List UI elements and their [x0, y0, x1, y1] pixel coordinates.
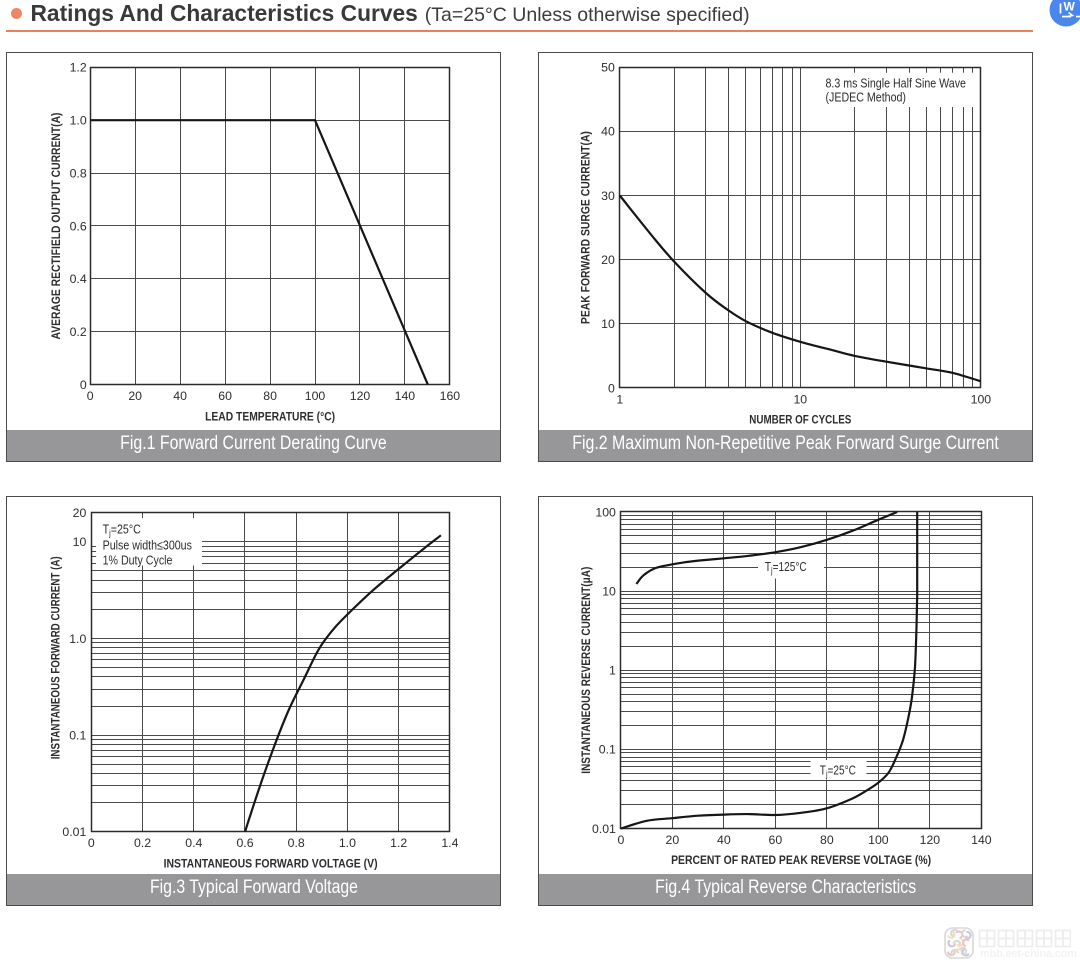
- svg-text:20: 20: [601, 253, 615, 267]
- svg-text:60: 60: [769, 832, 783, 846]
- svg-text:10: 10: [601, 317, 615, 331]
- svg-text:INSTANTANEOUS FORWARD VOLTAGE: INSTANTANEOUS FORWARD VOLTAGE (V): [164, 856, 378, 870]
- svg-text:20: 20: [73, 506, 87, 520]
- svg-text:0.2: 0.2: [70, 325, 87, 339]
- svg-text:120: 120: [350, 389, 371, 403]
- svg-text:0.01: 0.01: [592, 821, 616, 835]
- svg-text:50: 50: [601, 61, 615, 75]
- svg-text:INSTANTANEOUS REVERSE CURRENT(: INSTANTANEOUS REVERSE CURRENT(μA): [579, 566, 593, 773]
- svg-text:0: 0: [88, 836, 95, 850]
- svg-text:30: 30: [601, 189, 615, 203]
- svg-text:120: 120: [920, 832, 941, 846]
- svg-text:0.1: 0.1: [69, 728, 86, 742]
- svg-text:60: 60: [218, 389, 232, 403]
- svg-text:LEAD TEMPERATURE (°C): LEAD TEMPERATURE (°C): [205, 409, 335, 423]
- svg-text:1.2: 1.2: [390, 836, 407, 850]
- svg-text:0.8: 0.8: [70, 166, 87, 180]
- svg-text:Pulse width≤300us: Pulse width≤300us: [103, 537, 192, 552]
- svg-text:1.2: 1.2: [70, 61, 87, 75]
- svg-text:0: 0: [80, 378, 87, 392]
- svg-text:140: 140: [971, 832, 992, 846]
- svg-text:40: 40: [173, 389, 187, 403]
- svg-text:Tj=25°C: Tj=25°C: [820, 764, 856, 779]
- svg-text:W: W: [1064, 0, 1076, 14]
- svg-text:0.8: 0.8: [288, 836, 305, 850]
- svg-text:80: 80: [263, 389, 277, 403]
- svg-text:1.4: 1.4: [441, 836, 458, 850]
- svg-text:0.4: 0.4: [185, 836, 202, 850]
- svg-text:40: 40: [601, 125, 615, 139]
- svg-text:AVERAGE RECTIFIELD OUTPUT CURR: AVERAGE RECTIFIELD OUTPUT CURRENT(A): [49, 112, 63, 339]
- svg-text:80: 80: [820, 832, 834, 846]
- svg-text:INSTANTANEOUS FORWARD CURRENT: INSTANTANEOUS FORWARD CURRENT (A): [49, 556, 63, 759]
- svg-text:PERCENT OF RATED PEAK REVERSE: PERCENT OF RATED PEAK REVERSE VOLTAGE (%…: [671, 853, 931, 867]
- svg-text:1.0: 1.0: [69, 631, 86, 645]
- svg-text:0.6: 0.6: [236, 836, 253, 850]
- svg-text:140: 140: [395, 389, 416, 403]
- svg-text:0.4: 0.4: [70, 272, 87, 286]
- svg-text:1.0: 1.0: [339, 836, 356, 850]
- svg-text:Tj=25°C: Tj=25°C: [103, 521, 142, 538]
- svg-text:PEAK FORWARD SURGE CURRENT(A): PEAK FORWARD SURGE CURRENT(A): [579, 131, 593, 324]
- svg-text:1.0: 1.0: [70, 114, 87, 128]
- svg-text:100: 100: [971, 392, 992, 406]
- svg-text:0.1: 0.1: [599, 742, 616, 756]
- svg-text:1% Duty Cycle: 1% Duty Cycle: [103, 552, 173, 567]
- svg-text:10: 10: [793, 392, 807, 406]
- svg-text:0: 0: [617, 832, 624, 846]
- svg-text:0.2: 0.2: [134, 836, 151, 850]
- svg-text:100: 100: [595, 505, 616, 519]
- svg-text:10: 10: [602, 584, 616, 598]
- svg-text:8.3 ms Single Half Sine Wave: 8.3 ms Single Half Sine Wave: [826, 75, 967, 90]
- svg-text:40: 40: [717, 832, 731, 846]
- svg-text:1: 1: [609, 663, 616, 677]
- svg-text:0.6: 0.6: [70, 219, 87, 233]
- svg-text:0.01: 0.01: [62, 825, 86, 839]
- svg-text:Tj=125°C: Tj=125°C: [765, 560, 807, 575]
- svg-text:100: 100: [868, 832, 889, 846]
- svg-text:0: 0: [87, 389, 94, 403]
- svg-text:(JEDEC Method): (JEDEC Method): [826, 89, 907, 104]
- svg-text:1: 1: [616, 392, 623, 406]
- svg-text:100: 100: [305, 389, 326, 403]
- svg-text:0: 0: [608, 381, 615, 395]
- svg-text:160: 160: [440, 389, 461, 403]
- svg-text:20: 20: [666, 832, 680, 846]
- svg-text:20: 20: [128, 389, 142, 403]
- svg-text:10: 10: [73, 535, 87, 549]
- svg-text:NUMBER OF CYCLES: NUMBER OF CYCLES: [749, 413, 851, 427]
